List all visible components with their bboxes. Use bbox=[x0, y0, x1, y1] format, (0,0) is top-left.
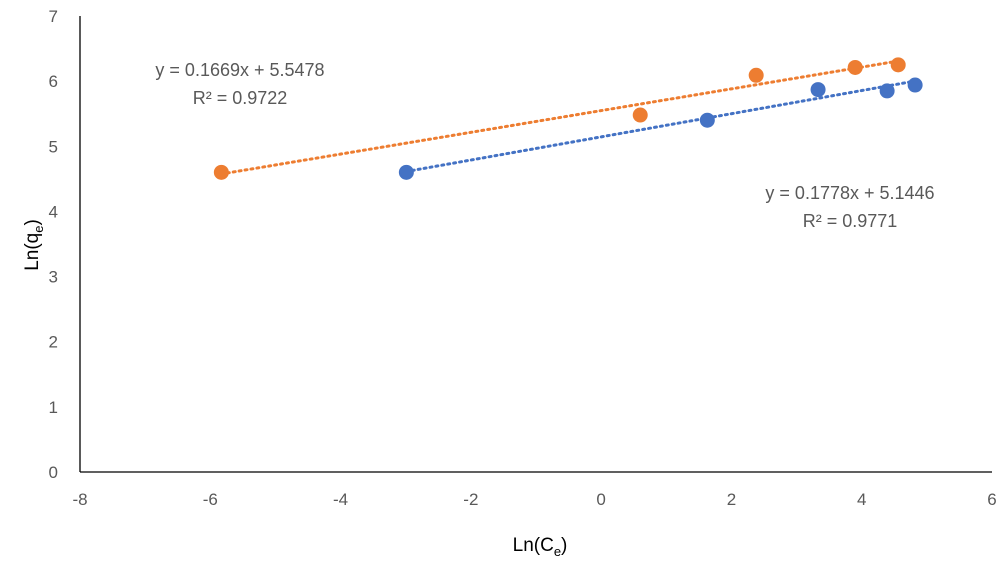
series-1-trendline bbox=[219, 59, 900, 176]
series-1-point bbox=[847, 59, 863, 75]
x-axis-title: Ln(Ce) bbox=[513, 535, 568, 559]
x-tick-label: -8 bbox=[72, 490, 87, 509]
x-tick-label: -4 bbox=[333, 490, 348, 509]
y-tick-label: 4 bbox=[49, 202, 58, 221]
axes bbox=[79, 16, 992, 473]
series-2-trendline bbox=[404, 79, 917, 173]
y-tick-label: 1 bbox=[49, 398, 58, 417]
series-2-point bbox=[398, 164, 414, 180]
series-1-equation: y = 0.1669x + 5.5478 bbox=[155, 60, 324, 80]
x-tick-label: 4 bbox=[857, 490, 866, 509]
trendlines bbox=[219, 59, 917, 176]
x-tick-label: 6 bbox=[987, 490, 996, 509]
series-2-point bbox=[879, 83, 895, 99]
x-tick-label: 0 bbox=[596, 490, 605, 509]
x-tick-labels: -8 -6 -4 -2 0 2 4 6 bbox=[72, 490, 996, 509]
series-2-equation: y = 0.1778x + 5.1446 bbox=[765, 183, 934, 203]
y-tick-label: 5 bbox=[49, 137, 58, 156]
x-tick-label: -6 bbox=[203, 490, 218, 509]
series-2-point bbox=[699, 112, 715, 128]
data-points bbox=[213, 57, 923, 180]
y-tick-labels: 0 1 2 3 4 5 6 7 bbox=[49, 7, 58, 482]
y-tick-label: 7 bbox=[49, 7, 58, 26]
y-tick-label: 6 bbox=[49, 72, 58, 91]
x-tick-label: -2 bbox=[463, 490, 478, 509]
x-tick-label: 2 bbox=[727, 490, 736, 509]
series-1-r-squared: R² = 0.9722 bbox=[193, 88, 288, 108]
series-2-r-squared: R² = 0.9771 bbox=[803, 211, 898, 231]
y-tick-label: 2 bbox=[49, 333, 58, 352]
series-2-point bbox=[907, 77, 923, 93]
y-axis-title: Ln(qe) bbox=[22, 219, 46, 271]
series-1-point bbox=[890, 57, 906, 73]
series-1-point bbox=[213, 164, 229, 180]
series-1-point bbox=[748, 67, 764, 83]
series-1-point bbox=[632, 107, 648, 123]
y-tick-label: 3 bbox=[49, 268, 58, 287]
series-2-point bbox=[810, 82, 826, 98]
y-tick-label: 0 bbox=[49, 463, 58, 482]
